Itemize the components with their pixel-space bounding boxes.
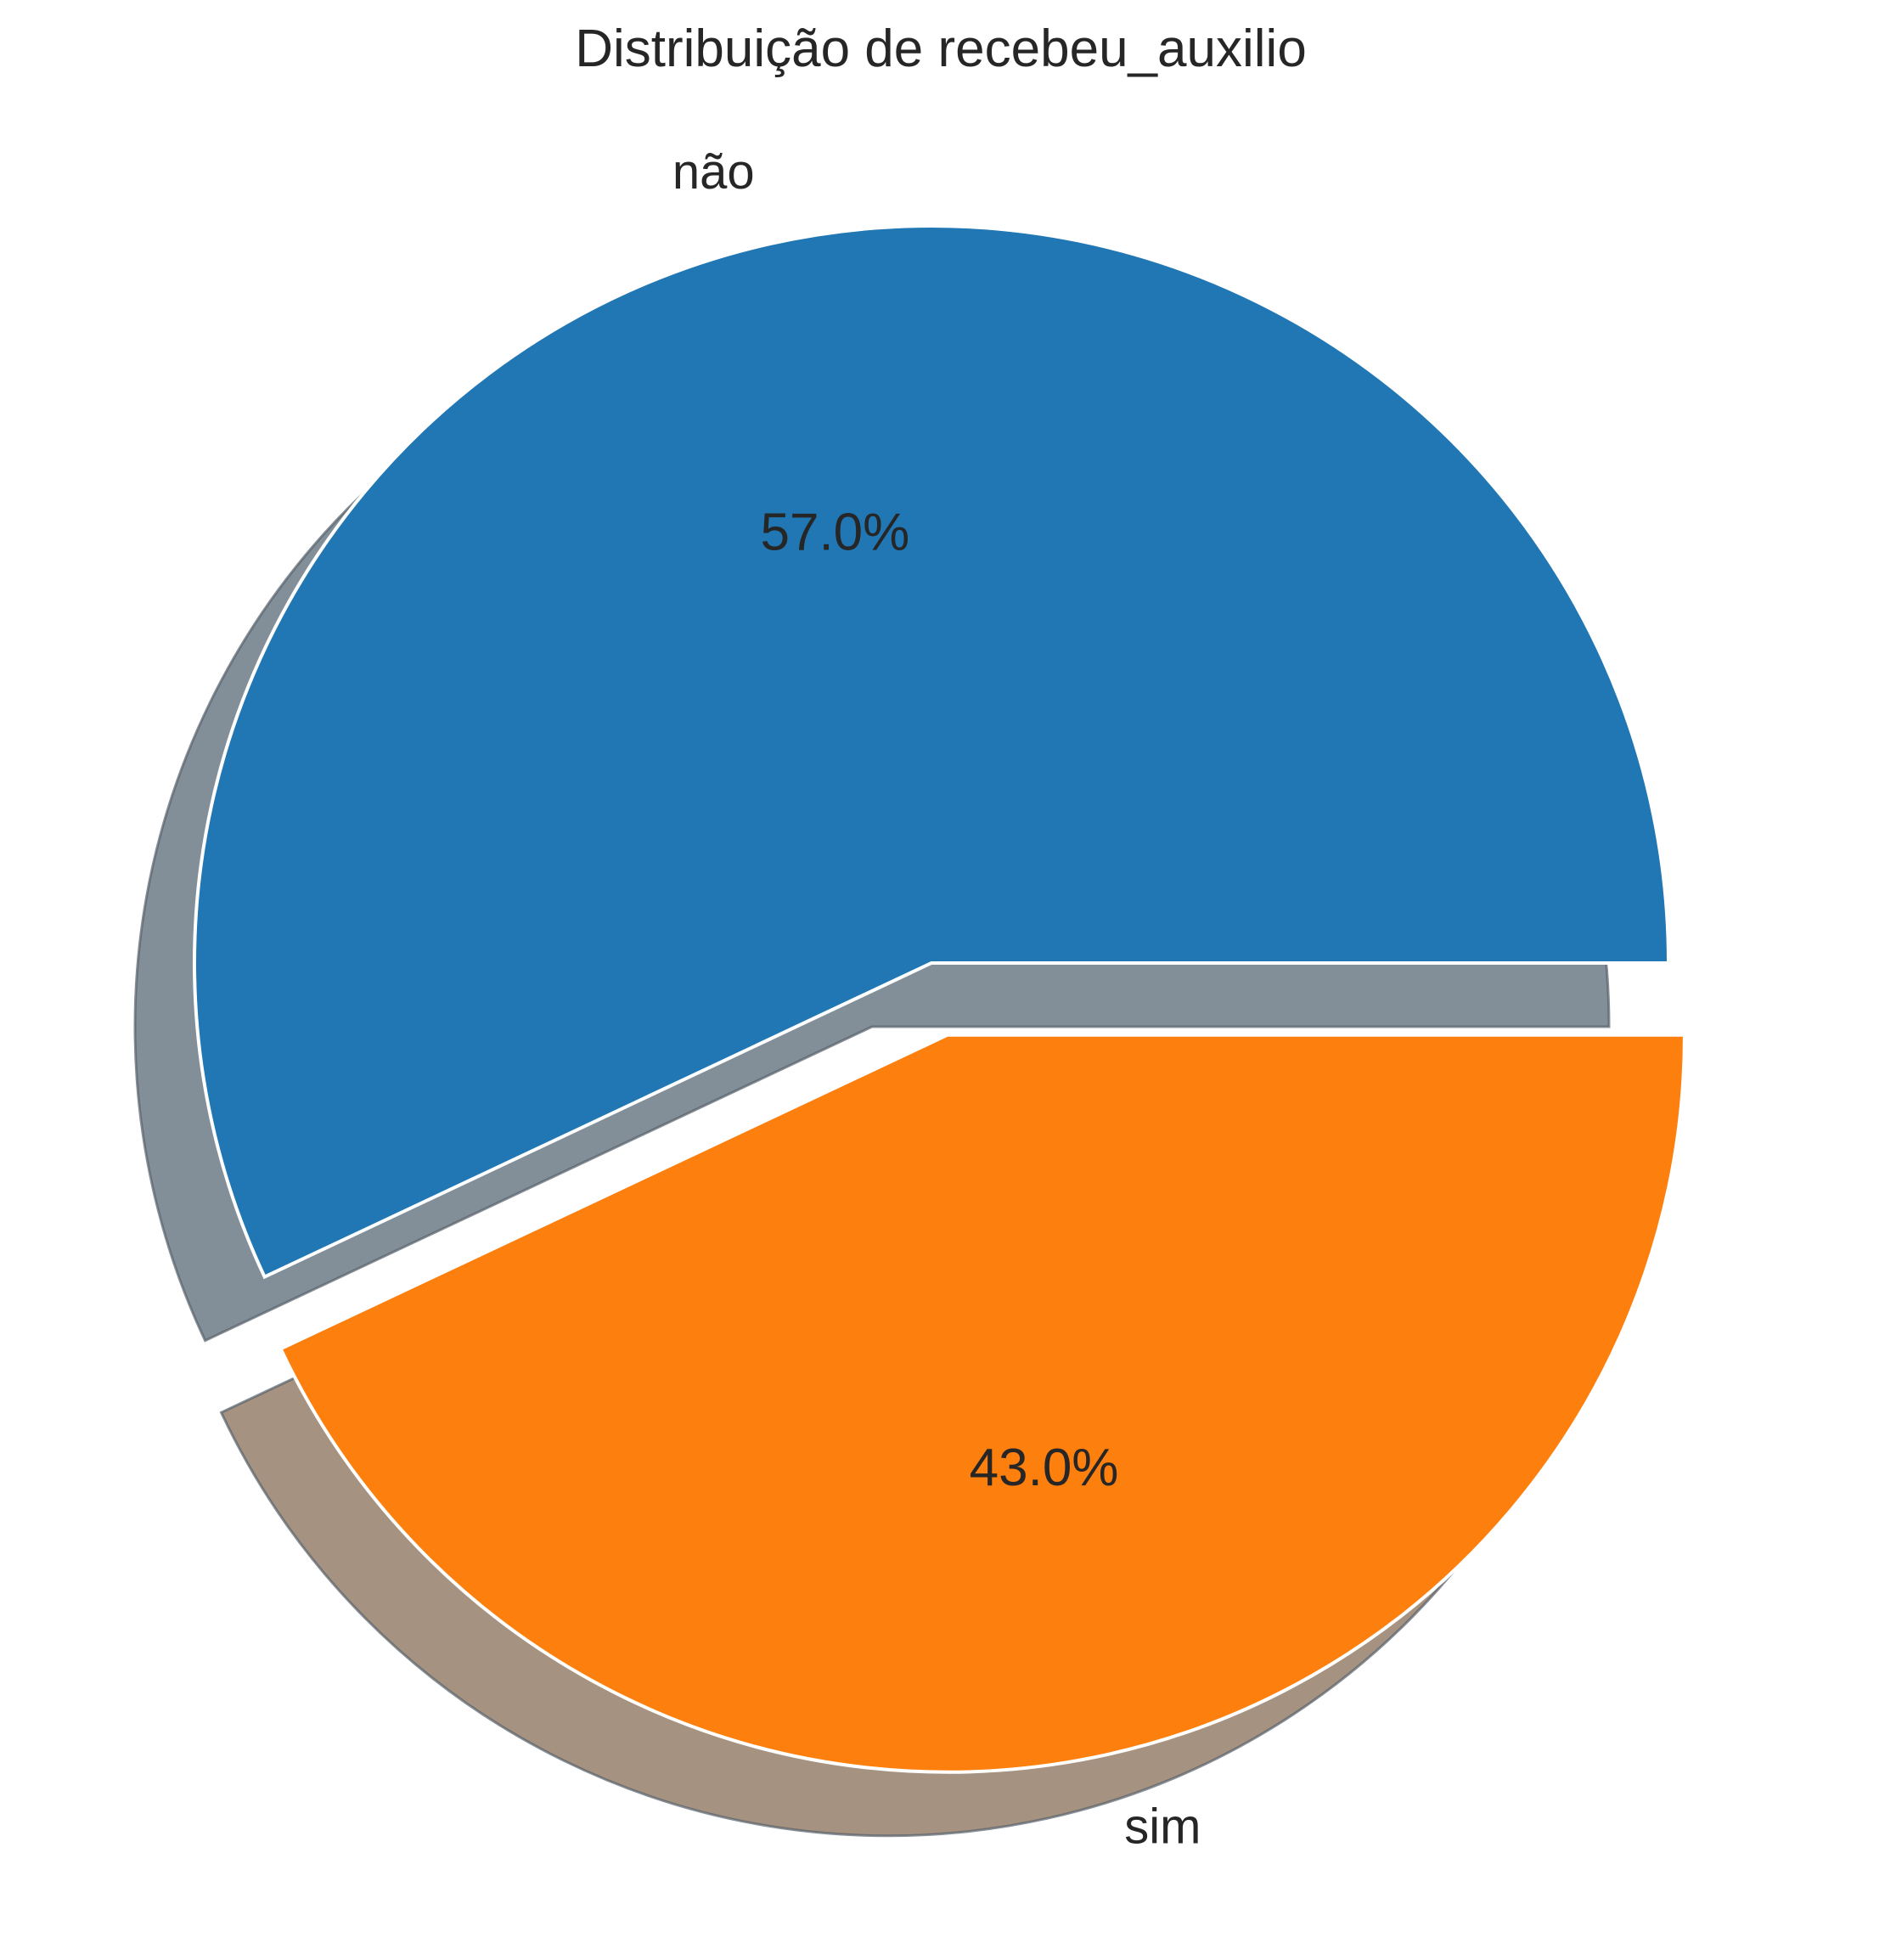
pie-slice-nao bbox=[193, 224, 1671, 1280]
value-label-sim: 43.0% bbox=[970, 1439, 1119, 1497]
label-layer: não 57.0% sim 43.0% bbox=[672, 144, 1201, 1854]
chart-title: Distribuição de recebeu_auxilio bbox=[575, 20, 1307, 78]
slice-layer bbox=[193, 224, 1686, 1774]
pie-slice-sim bbox=[278, 1033, 1686, 1774]
value-label-nao: 57.0% bbox=[760, 504, 909, 562]
slice-label-nao: não bbox=[672, 144, 755, 200]
slice-label-sim: sim bbox=[1124, 1799, 1201, 1855]
